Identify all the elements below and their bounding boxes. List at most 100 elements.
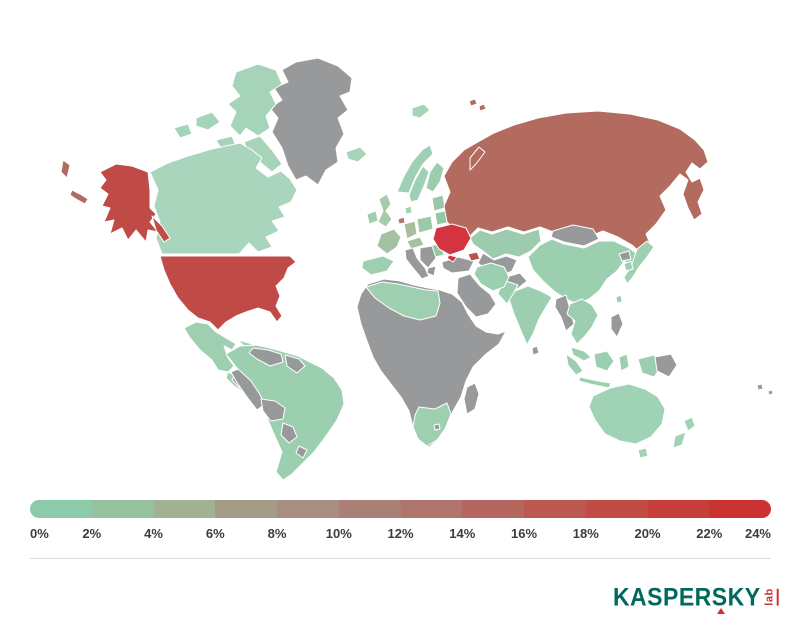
legend-segment: [215, 500, 277, 518]
legend-tick-label: 18%: [572, 526, 599, 541]
country-ireland: [366, 210, 379, 225]
country-aleutian-islands: [69, 189, 89, 205]
country-north-korea: [618, 250, 632, 262]
country-finland: [425, 161, 445, 193]
legend-tick-label: 8%: [267, 526, 287, 541]
kaspersky-wordmark: KASPERSKY: [612, 582, 761, 611]
country-franz-josef: [468, 98, 487, 112]
legend-segment: [277, 500, 339, 518]
country-crimea: [446, 254, 458, 263]
country-usa: [159, 255, 297, 331]
country-peru: [230, 368, 266, 411]
color-scale-legend: 0% 2% 4% 6% 8% 10% 12% 14% 16% 18% 20% 22% 24%: [30, 500, 771, 542]
country-philippines: [610, 312, 624, 338]
kaspersky-lab-vertical-text: lab: [763, 588, 779, 606]
country-greenland: [269, 57, 353, 186]
country-venezuela: [248, 347, 284, 367]
legend-segment: [91, 500, 154, 518]
country-iberia: [361, 255, 395, 276]
country-japan: [623, 240, 655, 285]
country-poland: [416, 215, 434, 234]
country-sumatra: [565, 353, 584, 376]
legend-tick-label: 0%: [30, 526, 49, 541]
legend-tick-label: 2%: [82, 526, 102, 541]
country-italy: [404, 247, 430, 280]
legend-segment: [30, 500, 92, 518]
country-south-america: [225, 344, 345, 481]
country-new-zealand: [672, 416, 696, 449]
legend-segment: [709, 500, 771, 518]
country-germany: [403, 220, 418, 240]
country-indochina: [566, 298, 599, 345]
country-java: [578, 376, 612, 389]
country-india: [508, 285, 553, 346]
country-netherlands: [397, 216, 406, 225]
country-denmark: [404, 205, 413, 215]
country-novaya-zemlya: [469, 146, 486, 171]
country-ukraine: [432, 223, 472, 256]
country-mongolia: [550, 224, 600, 247]
country-canada: [149, 142, 298, 255]
country-madagascar: [463, 382, 480, 415]
country-sulawesi: [618, 353, 630, 372]
country-australia: [588, 383, 666, 445]
legend-tick-label: 24%: [744, 526, 771, 541]
country-chukotka-sliver: [60, 159, 71, 179]
legend-segment: [647, 500, 710, 518]
country-sri-lanka: [531, 345, 540, 356]
legend-tick-label: 12%: [387, 526, 414, 541]
legend-ticks: 0% 2% 4% 6% 8% 10% 12% 14% 16% 18% 20% 22% 24%: [30, 526, 771, 542]
country-guyanas: [284, 354, 306, 374]
world-map-svg: [60, 57, 774, 481]
legend-tick-label: 4%: [144, 526, 163, 541]
legend-tick-label: 20%: [634, 526, 661, 541]
country-myanmar: [554, 294, 575, 332]
country-greece: [426, 265, 437, 277]
legend-gradient-bar: [30, 500, 771, 518]
country-bolivia: [260, 398, 286, 422]
kaspersky-lab-logo: KASPERSKY lab: [613, 580, 780, 614]
legend-segment: [462, 500, 524, 518]
country-lesotho: [433, 423, 441, 431]
country-uk: [377, 193, 393, 228]
country-tasmania: [637, 447, 649, 459]
legend-segment: [338, 500, 401, 518]
country-baltics: [431, 194, 446, 212]
country-arctic-islands: [173, 63, 283, 173]
country-balkans: [419, 245, 437, 269]
footer-divider: [30, 558, 771, 559]
country-france: [376, 228, 402, 255]
country-iran: [473, 262, 510, 292]
country-turkey: [441, 256, 475, 274]
country-fiji: [756, 383, 774, 396]
country-africa: [356, 278, 507, 448]
legend-segment: [524, 500, 586, 518]
country-uruguay: [295, 445, 308, 459]
country-algeria-libya: [365, 281, 441, 321]
country-mideast: [456, 273, 497, 318]
legend-tick-label: 22%: [696, 526, 723, 541]
legend-tick-label: 14%: [449, 526, 476, 541]
legend-segment: [585, 500, 648, 518]
country-sweden: [408, 165, 430, 203]
legend-tick-label: 10%: [325, 526, 352, 541]
kaspersky-triangle-icon: [716, 608, 725, 614]
country-alaska: [99, 163, 159, 243]
country-paraguay: [280, 422, 298, 444]
country-malaysia: [570, 346, 592, 362]
legend-tick-label: 16%: [510, 526, 538, 541]
country-taiwan: [615, 294, 623, 304]
legend-segment: [153, 500, 216, 518]
country-norway: [396, 144, 434, 194]
country-south-korea: [623, 260, 634, 272]
country-kazakhstan: [469, 228, 542, 260]
country-iceland: [345, 146, 368, 163]
world-map: [60, 57, 774, 481]
country-svalbard: [411, 103, 431, 119]
country-alaska-panhandle: [151, 215, 171, 243]
country-alpine: [406, 236, 425, 250]
legend-tick-label: 6%: [205, 526, 225, 541]
country-russia: [443, 110, 709, 256]
country-south-africa: [412, 402, 452, 447]
legend-segment: [400, 500, 463, 518]
